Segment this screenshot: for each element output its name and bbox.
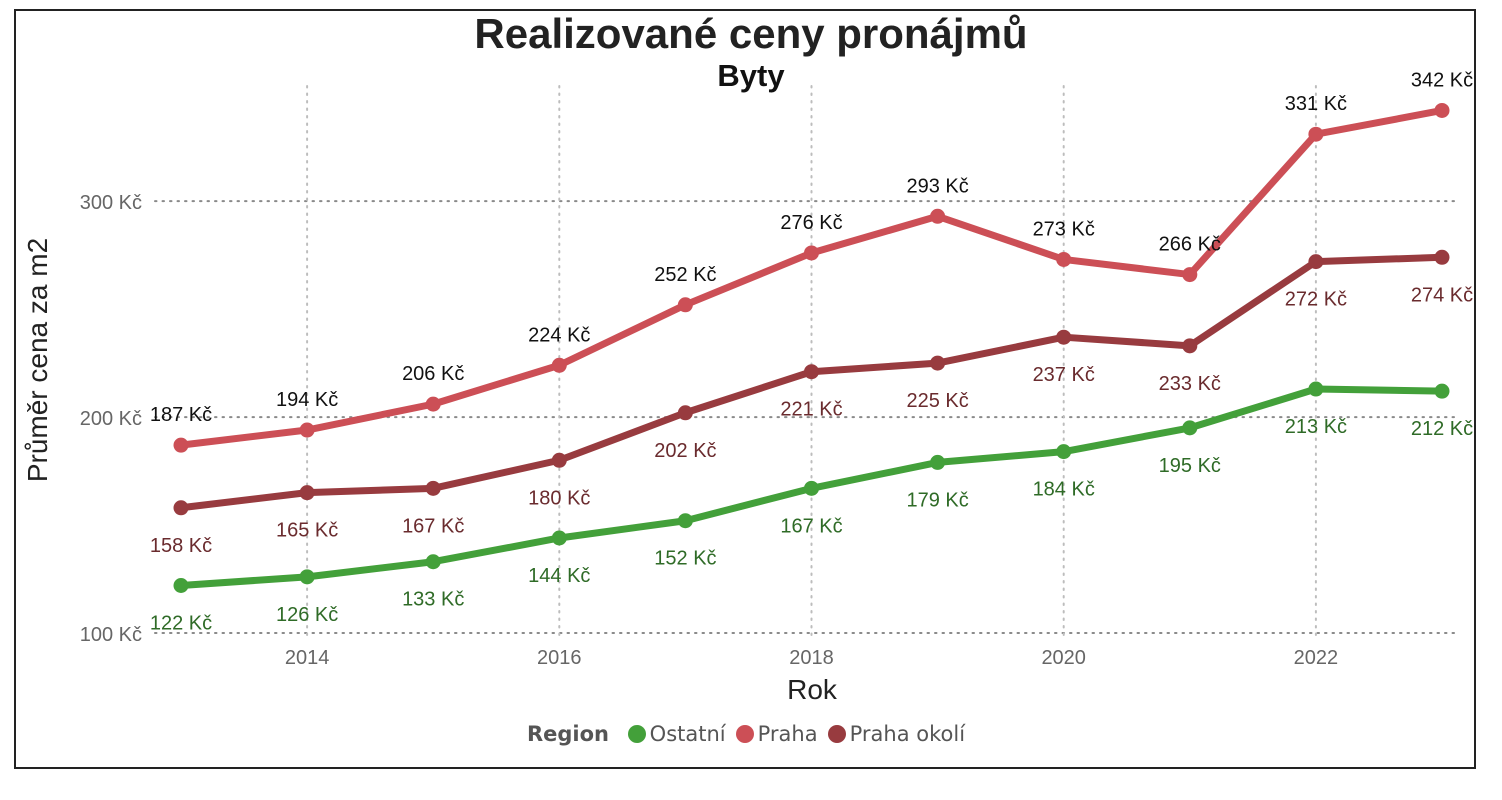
data-label-praha-okol-: 158 Kč	[150, 535, 212, 557]
data-point-ostatn-[interactable]	[1056, 444, 1072, 460]
data-label-praha-okol-: 165 Kč	[276, 520, 338, 542]
data-label-praha: 187 Kč	[150, 404, 212, 426]
y-axis-title: Průměr cena za m2	[22, 238, 53, 482]
data-point-praha[interactable]	[930, 208, 946, 224]
data-point-praha-okol-[interactable]	[1434, 249, 1450, 265]
data-label-ostatn-: 152 Kč	[654, 548, 716, 570]
data-label-praha-okol-: 202 Kč	[654, 440, 716, 462]
x-axis-title: Rok	[787, 674, 838, 705]
data-point-praha[interactable]	[425, 396, 441, 412]
chart-frame	[14, 9, 1476, 769]
data-point-praha-okol-[interactable]	[425, 480, 441, 496]
data-label-praha-okol-: 274 Kč	[1411, 284, 1473, 306]
data-point-praha-okol-[interactable]	[677, 405, 693, 421]
data-label-praha: 342 Kč	[1411, 69, 1473, 91]
legend-item-ostatn-[interactable]: Ostatní	[627, 722, 726, 746]
data-label-ostatn-: 184 Kč	[1033, 479, 1095, 501]
data-label-ostatn-: 212 Kč	[1411, 418, 1473, 440]
data-point-ostatn-[interactable]	[551, 530, 567, 546]
data-point-ostatn-[interactable]	[1182, 420, 1198, 436]
chart-title: Realizované ceny pronájmů	[474, 10, 1028, 57]
data-point-praha[interactable]	[804, 245, 819, 261]
legend-label: Ostatní	[649, 722, 726, 746]
data-point-praha-okol-[interactable]	[804, 364, 819, 380]
data-point-ostatn-[interactable]	[299, 569, 315, 585]
data-label-ostatn-: 167 Kč	[780, 515, 842, 537]
data-label-praha: 252 Kč	[654, 264, 716, 286]
data-point-praha-okol-[interactable]	[1182, 338, 1198, 354]
legend-marker	[735, 725, 754, 743]
data-label-praha-okol-: 272 Kč	[1285, 289, 1347, 311]
x-tick-label: 2020	[1041, 647, 1086, 669]
data-label-praha-okol-: 233 Kč	[1159, 373, 1221, 395]
data-label-praha: 276 Kč	[780, 212, 842, 234]
chart-subtitle: Byty	[717, 58, 785, 93]
data-label-ostatn-: 144 Kč	[528, 565, 590, 587]
x-tick-label: 2022	[1294, 647, 1339, 669]
data-label-praha: 224 Kč	[528, 324, 590, 346]
data-label-praha-okol-: 167 Kč	[402, 515, 464, 537]
data-point-praha-okol-[interactable]	[551, 452, 567, 468]
data-point-praha[interactable]	[677, 297, 693, 313]
data-point-ostatn-[interactable]	[677, 513, 693, 529]
data-label-praha: 266 Kč	[1159, 234, 1221, 256]
data-label-praha: 293 Kč	[906, 175, 968, 197]
data-point-ostatn-[interactable]	[1308, 381, 1324, 397]
legend-marker	[627, 725, 646, 743]
legend-item-praha-okol-[interactable]: Praha okolí	[827, 722, 966, 746]
y-tick-label: 100 Kč	[80, 624, 142, 646]
data-point-ostatn-[interactable]	[425, 554, 441, 570]
data-point-ostatn-[interactable]	[173, 577, 189, 593]
data-point-praha[interactable]	[173, 437, 189, 453]
data-point-praha[interactable]	[1056, 251, 1072, 267]
data-label-praha-okol-: 237 Kč	[1033, 364, 1095, 386]
series-lines	[173, 102, 1450, 593]
data-point-praha[interactable]	[1308, 126, 1324, 142]
gridlines	[154, 85, 1457, 637]
data-point-praha-okol-[interactable]	[173, 500, 189, 516]
data-label-praha: 273 Kč	[1033, 218, 1095, 240]
data-label-praha-okol-: 180 Kč	[528, 487, 590, 509]
legend-item-praha[interactable]: Praha	[735, 722, 818, 746]
data-label-praha-okol-: 221 Kč	[780, 399, 842, 421]
data-label-ostatn-: 122 Kč	[150, 612, 212, 634]
legend-label: Praha	[757, 722, 818, 746]
data-label-ostatn-: 179 Kč	[906, 489, 968, 511]
data-point-praha-okol-[interactable]	[1308, 254, 1324, 270]
y-tick-label: 300 Kč	[80, 192, 142, 214]
data-label-praha-okol-: 225 Kč	[906, 390, 968, 412]
y-tick-label: 200 Kč	[80, 408, 142, 430]
data-point-ostatn-[interactable]	[1434, 383, 1450, 399]
data-label-ostatn-: 126 Kč	[276, 604, 338, 626]
legend-items: Ostatní Praha Praha okolí	[627, 722, 975, 746]
data-labels: 122 Kč 126 Kč 133 Kč 144 Kč 152 Kč 167 Kč 179 …	[150, 69, 1473, 634]
data-point-praha[interactable]	[1434, 102, 1450, 118]
data-point-praha-okol-[interactable]	[930, 355, 946, 371]
data-point-praha[interactable]	[299, 422, 315, 438]
x-tick-label: 2014	[285, 647, 330, 669]
legend-title: Region	[526, 722, 609, 746]
legend-label: Praha okolí	[849, 722, 966, 746]
x-tick-label: 2018	[789, 647, 834, 669]
data-label-praha: 206 Kč	[402, 363, 464, 385]
axes: 100 Kč 200 Kč 300 Kč 2014 2016 2018 2020 2022	[80, 192, 1338, 669]
data-point-praha-okol-[interactable]	[299, 485, 315, 501]
data-label-ostatn-: 133 Kč	[402, 589, 464, 611]
data-point-praha[interactable]	[1182, 267, 1198, 283]
data-point-praha-okol-[interactable]	[1056, 329, 1072, 345]
data-label-praha: 194 Kč	[276, 389, 338, 411]
legend-marker	[827, 725, 846, 743]
x-tick-label: 2016	[537, 647, 582, 669]
data-label-ostatn-: 195 Kč	[1159, 455, 1221, 477]
legend: Region Ostatní Praha Praha okolí	[0, 722, 1502, 746]
data-point-ostatn-[interactable]	[930, 454, 946, 470]
data-point-praha[interactable]	[551, 357, 567, 373]
data-label-ostatn-: 213 Kč	[1285, 416, 1347, 438]
data-point-ostatn-[interactable]	[804, 480, 819, 496]
data-label-praha: 331 Kč	[1285, 93, 1347, 115]
